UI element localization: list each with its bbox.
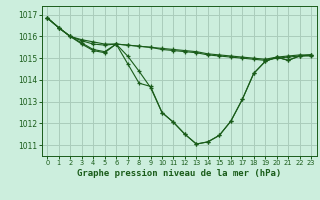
X-axis label: Graphe pression niveau de la mer (hPa): Graphe pression niveau de la mer (hPa): [77, 169, 281, 178]
